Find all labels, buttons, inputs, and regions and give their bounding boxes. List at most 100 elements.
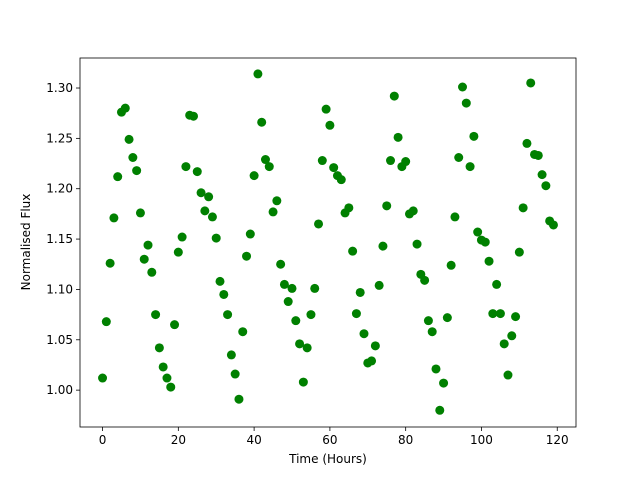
point bbox=[548, 220, 558, 230]
x-axis-label: Time (Hours) bbox=[288, 452, 367, 466]
point bbox=[435, 405, 445, 415]
point bbox=[488, 309, 498, 319]
point bbox=[473, 227, 483, 237]
point bbox=[279, 279, 289, 289]
point bbox=[310, 283, 320, 293]
point bbox=[158, 362, 168, 372]
point bbox=[139, 254, 149, 264]
point bbox=[192, 167, 202, 177]
x-tick-label: 0 bbox=[99, 433, 107, 447]
point bbox=[276, 259, 286, 269]
point bbox=[336, 175, 346, 185]
point bbox=[355, 287, 365, 297]
point bbox=[454, 153, 464, 163]
y-tick-label: 1.00 bbox=[46, 383, 73, 397]
point bbox=[147, 267, 157, 277]
point bbox=[367, 356, 377, 366]
point bbox=[177, 232, 187, 242]
point bbox=[98, 373, 108, 383]
point bbox=[242, 251, 252, 261]
point bbox=[495, 309, 505, 319]
point bbox=[359, 329, 369, 339]
point bbox=[264, 162, 274, 172]
point bbox=[109, 213, 119, 223]
point bbox=[162, 373, 172, 383]
point bbox=[204, 192, 214, 202]
point bbox=[522, 138, 532, 148]
y-tick-label: 1.20 bbox=[46, 182, 73, 196]
point bbox=[238, 327, 248, 337]
point bbox=[412, 239, 422, 249]
point bbox=[442, 313, 452, 323]
point bbox=[226, 350, 236, 360]
point bbox=[393, 132, 403, 142]
point bbox=[348, 246, 358, 256]
point bbox=[101, 317, 111, 327]
point bbox=[154, 343, 164, 353]
y-tick-label: 1.25 bbox=[46, 131, 73, 145]
point bbox=[420, 275, 430, 285]
point bbox=[298, 377, 308, 387]
point bbox=[306, 310, 316, 320]
point bbox=[230, 369, 240, 379]
point bbox=[386, 156, 396, 166]
point bbox=[295, 339, 305, 349]
point bbox=[503, 370, 513, 380]
point bbox=[465, 162, 475, 172]
point bbox=[207, 212, 217, 222]
point bbox=[317, 156, 327, 166]
point bbox=[480, 237, 490, 247]
x-tick-label: 40 bbox=[246, 433, 261, 447]
point bbox=[234, 394, 244, 404]
point bbox=[283, 297, 293, 307]
point bbox=[249, 171, 259, 181]
point bbox=[351, 309, 361, 319]
point bbox=[181, 162, 191, 172]
point bbox=[541, 181, 551, 191]
point bbox=[518, 203, 528, 213]
point bbox=[423, 316, 433, 326]
point bbox=[314, 219, 324, 229]
point bbox=[200, 206, 210, 216]
y-tick-label: 1.30 bbox=[46, 81, 73, 95]
y-tick-label: 1.05 bbox=[46, 333, 73, 347]
point bbox=[260, 155, 270, 165]
point bbox=[329, 163, 339, 173]
point bbox=[446, 260, 456, 270]
point bbox=[253, 69, 263, 79]
point bbox=[431, 364, 441, 374]
x-tick-label: 120 bbox=[546, 433, 569, 447]
point bbox=[469, 131, 479, 141]
point bbox=[173, 247, 183, 257]
point bbox=[151, 310, 161, 320]
point bbox=[378, 241, 388, 251]
point bbox=[427, 327, 437, 337]
point bbox=[325, 120, 335, 130]
x-tick-label: 60 bbox=[322, 433, 337, 447]
point bbox=[514, 247, 524, 257]
y-tick-label: 1.15 bbox=[46, 232, 73, 246]
point bbox=[128, 153, 138, 163]
point bbox=[450, 212, 460, 222]
point bbox=[511, 312, 521, 322]
point bbox=[321, 104, 331, 114]
point bbox=[245, 229, 255, 239]
point bbox=[537, 170, 547, 180]
x-tick-label: 80 bbox=[398, 433, 413, 447]
point bbox=[166, 382, 176, 392]
point bbox=[533, 150, 543, 160]
point bbox=[268, 207, 278, 217]
point bbox=[170, 320, 180, 330]
point bbox=[484, 256, 494, 266]
point bbox=[223, 310, 233, 320]
point bbox=[458, 82, 468, 92]
point bbox=[302, 343, 312, 353]
point bbox=[287, 283, 297, 293]
point bbox=[135, 208, 145, 218]
point bbox=[374, 280, 384, 290]
point bbox=[215, 276, 225, 286]
point bbox=[439, 378, 449, 388]
point bbox=[272, 196, 282, 206]
